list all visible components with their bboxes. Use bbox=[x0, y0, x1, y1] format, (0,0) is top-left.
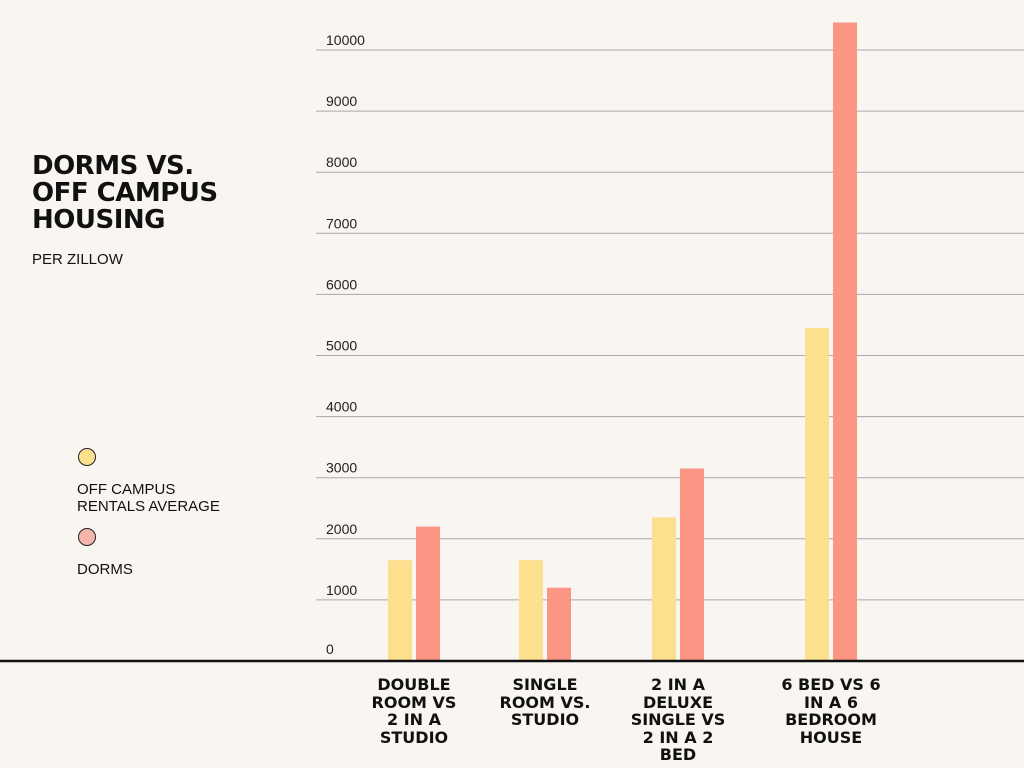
y-tick-label: 6000 bbox=[326, 276, 357, 292]
y-tick-label: 4000 bbox=[326, 399, 357, 415]
legend-swatch-dorms bbox=[78, 528, 96, 546]
bar bbox=[416, 526, 440, 661]
chart-title: DORMS VS. OFF CAMPUS HOUSING bbox=[32, 151, 218, 235]
y-tick-label: 5000 bbox=[326, 338, 357, 354]
chart-subtitle: PER ZILLOW bbox=[32, 251, 123, 268]
y-tick-label: 9000 bbox=[326, 93, 357, 109]
y-tick-label: 2000 bbox=[326, 521, 357, 537]
x-tick-label: 6 BED VS 6 IN A 6 BEDROOM HOUSE bbox=[781, 675, 881, 747]
bar bbox=[680, 468, 704, 661]
bar bbox=[805, 328, 829, 661]
legend-label-off-campus: OFF CAMPUS RENTALS AVERAGE bbox=[77, 481, 220, 515]
y-tick-label: 1000 bbox=[326, 582, 357, 598]
bar bbox=[388, 560, 412, 661]
x-tick-label: 2 IN A DELUXE SINGLE VS 2 IN A 2 BED bbox=[630, 675, 726, 764]
y-tick-label: 10000 bbox=[326, 32, 365, 48]
bar bbox=[833, 22, 857, 661]
bar bbox=[519, 560, 543, 661]
y-tick-label: 8000 bbox=[326, 154, 357, 170]
y-tick-label: 7000 bbox=[326, 215, 357, 231]
y-tick-label: 3000 bbox=[326, 460, 357, 476]
legend-label-dorms: DORMS bbox=[77, 561, 133, 578]
x-tick-label: SINGLE ROOM VS. STUDIO bbox=[499, 675, 591, 729]
x-tick-label: DOUBLE ROOM VS 2 IN A STUDIO bbox=[371, 675, 457, 747]
legend-swatch-off-campus bbox=[78, 448, 96, 466]
bar bbox=[652, 517, 676, 661]
bar bbox=[547, 587, 571, 661]
y-tick-label: 0 bbox=[326, 641, 334, 657]
